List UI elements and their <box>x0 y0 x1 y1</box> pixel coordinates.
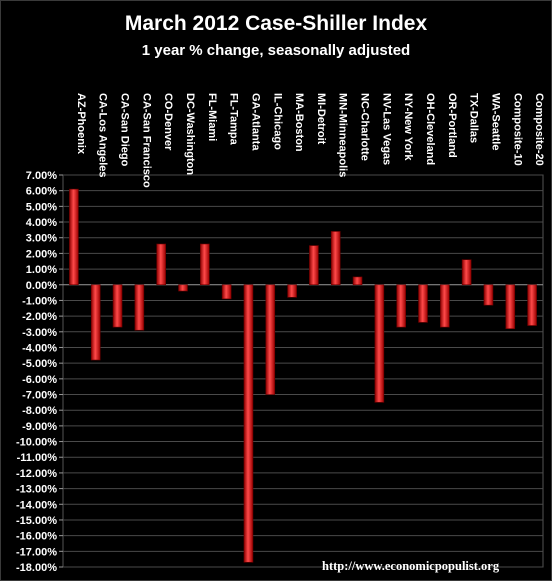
bar-il-chicago <box>265 284 276 395</box>
y-tick-label: 0.00% <box>26 280 57 292</box>
y-tick-label: 3.00% <box>26 233 57 245</box>
bar-co-denver <box>156 243 166 286</box>
bar-mn-minneapolis <box>330 231 341 286</box>
y-tick-label: -11.00% <box>17 452 58 464</box>
bar-composite-20 <box>527 284 537 326</box>
y-tick-label: 6.00% <box>26 186 57 198</box>
category-label: WA-Seattle <box>489 93 501 150</box>
bar-nv-las-vegas <box>374 284 385 403</box>
y-tick-label: -18.00% <box>16 562 57 574</box>
y-tick-label: -12.00% <box>16 468 57 480</box>
y-tick-label: -3.00% <box>22 327 57 339</box>
y-tick-label: -13.00% <box>16 484 57 496</box>
category-label: IL-Chicago <box>271 93 283 150</box>
category-label: OH-Cleveland <box>424 93 436 165</box>
y-tick-label: -15.00% <box>16 515 57 527</box>
y-tick-label: 5.00% <box>26 201 57 213</box>
category-label: TX-Dallas <box>468 93 480 143</box>
bar-ca-los-angeles <box>90 284 101 361</box>
bar-composite-10 <box>505 284 516 329</box>
y-tick-label: -17.00% <box>16 546 57 558</box>
y-tick-label: 7.00% <box>26 170 57 182</box>
y-tick-label: -4.00% <box>22 342 57 354</box>
y-tick-label: -6.00% <box>22 374 57 386</box>
y-tick-label: -7.00% <box>22 390 57 402</box>
y-tick-label: 4.00% <box>26 217 57 229</box>
category-label: DC-Washington <box>184 93 196 175</box>
category-label: CA-San Francisco <box>140 93 152 188</box>
bar-wa-seattle <box>483 284 494 306</box>
bar-ca-san-diego <box>112 284 123 328</box>
category-label: OR-Portland <box>446 93 458 158</box>
category-label: Composite-20 <box>533 93 545 166</box>
category-label: FL-Tampa <box>228 93 240 146</box>
category-label: CA-San Diego <box>119 93 131 167</box>
y-tick-label: -1.00% <box>22 295 57 307</box>
y-tick-label: -8.00% <box>22 405 57 417</box>
bar-dc-washington <box>178 284 188 292</box>
y-tick-label: -16.00% <box>16 531 57 543</box>
bar-tx-dallas <box>461 259 472 286</box>
y-tick-label: -10.00% <box>16 437 57 449</box>
bar-fl-miami <box>200 243 210 286</box>
bar-nc-charlotte <box>352 276 363 286</box>
category-label: Composite-10 <box>511 93 523 166</box>
plot-area <box>62 174 544 568</box>
category-label: MI-Detroit <box>315 93 327 145</box>
y-tick-label: 2.00% <box>26 248 57 260</box>
category-label: MA-Boston <box>293 93 305 152</box>
category-label: FL-Miami <box>206 93 218 141</box>
category-label: GA-Atlanta <box>249 93 261 151</box>
y-tick-label: -2.00% <box>22 311 57 323</box>
y-tick-label: 1.00% <box>26 264 57 276</box>
bar-oh-cleveland <box>418 284 428 323</box>
watermark-url: http://www.economicpopulist.org <box>322 559 500 573</box>
y-tick-label: -14.00% <box>16 499 57 511</box>
y-tick-label: -9.00% <box>22 421 57 433</box>
category-label: NV-Las Vegas <box>380 93 392 165</box>
category-label: NC-Charlotte <box>359 93 371 161</box>
category-label: CA-Los Angeles <box>97 93 109 178</box>
category-label: AZ-Phoenix <box>75 93 87 155</box>
category-label: NY-New York <box>402 93 414 161</box>
bar-ny-new-york <box>396 284 406 328</box>
bar-az-phoenix <box>69 188 79 286</box>
chart-title: March 2012 Case-Shiller Index <box>124 12 428 35</box>
bar-fl-tampa <box>221 284 232 300</box>
bar-or-portland <box>440 284 450 328</box>
bar-ga-atlanta <box>243 284 254 563</box>
category-label: MN-Minneapolis <box>337 93 349 177</box>
chart-subtitle: 1 year % change, seasonally adjusted <box>141 42 411 59</box>
bar-ca-san-francisco <box>134 284 145 331</box>
bar-mi-detroit <box>309 245 319 286</box>
y-tick-label: -5.00% <box>22 358 57 370</box>
category-label: CO-Denver <box>162 93 174 151</box>
bar-ma-boston <box>287 284 297 298</box>
